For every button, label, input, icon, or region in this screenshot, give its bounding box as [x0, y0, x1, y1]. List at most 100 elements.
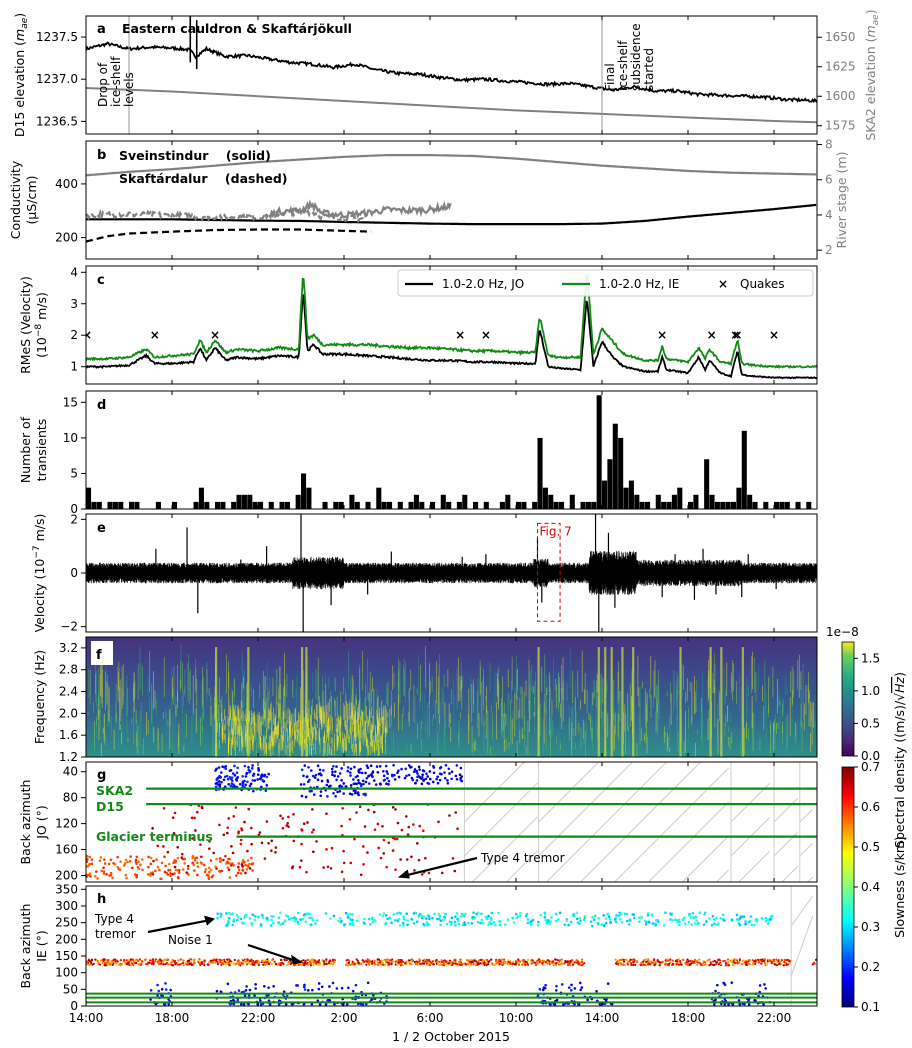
scatter-point-h — [223, 962, 226, 965]
scatter-point-g — [415, 779, 419, 782]
scatter-point-g — [227, 868, 231, 871]
scatter-point-g — [169, 874, 172, 878]
scatter-point-g — [230, 779, 234, 783]
bar-31 — [354, 501, 360, 509]
scatter-point-g — [176, 845, 179, 849]
scatter-point-g — [223, 785, 227, 789]
scatter-point-h — [425, 917, 428, 920]
scatter-point-h — [775, 958, 778, 961]
scatter-point-g — [450, 770, 454, 774]
scatter-point-h — [248, 917, 251, 920]
scatter-point-g — [231, 772, 235, 775]
scatter-point-h — [394, 960, 397, 963]
scatter-point-h — [693, 921, 697, 925]
scatter-point-h — [259, 923, 263, 926]
scatter-point-g — [248, 770, 251, 774]
scatter-point-h — [455, 912, 459, 915]
series-ska2-elevation — [86, 87, 817, 124]
scatter-point-h — [568, 963, 572, 967]
scatter-point-h — [566, 961, 569, 964]
scatter-point-h — [470, 921, 474, 925]
scatter-point-h — [427, 915, 431, 918]
scatter-point-h — [462, 962, 465, 965]
quake-marker-1: × — [150, 328, 160, 342]
scatter-point-h — [694, 958, 697, 961]
spectrogram-band-1 — [247, 647, 250, 757]
scatter-point-g — [186, 864, 190, 868]
y-tick-label-f-2: 2.0 — [59, 706, 78, 720]
scatter-point-h — [680, 963, 683, 966]
scatter-point-h — [435, 958, 438, 962]
scatter-point-h — [328, 960, 331, 963]
scatter-point-h — [272, 985, 275, 988]
scatter-point-g — [309, 769, 313, 772]
scatter-point-h — [265, 916, 269, 920]
scatter-point-h — [108, 963, 112, 966]
scatter-point-h — [560, 983, 564, 986]
scatter-point-h — [764, 987, 767, 990]
scatter-point-g — [113, 863, 117, 866]
scatter-point-h — [479, 921, 482, 925]
scatter-point-h — [227, 963, 231, 966]
scatter-point-h — [772, 960, 776, 963]
y-axis-label-e: Velocity (10−7 m/s) — [32, 514, 47, 633]
scatter-point-g — [209, 868, 213, 872]
scatter-point-h — [244, 959, 247, 962]
scatter-point-h — [476, 911, 480, 915]
scatter-point-h — [677, 963, 680, 966]
scatter-point-h — [646, 912, 650, 915]
scatter-point-g — [349, 767, 353, 771]
scatter-point-h — [608, 918, 612, 921]
scatter-point-h — [289, 962, 292, 966]
scatter-point-h — [766, 922, 770, 926]
scatter-point-h — [149, 998, 152, 1001]
scatter-point-h — [469, 963, 472, 966]
scatter-point-h — [259, 1003, 263, 1006]
scatter-point-g — [151, 827, 154, 830]
scatter-point-h — [713, 959, 716, 963]
scatter-point-h — [145, 958, 148, 961]
scatter-point-g — [267, 772, 271, 776]
scatter-point-h — [346, 963, 349, 966]
scatter-point-h — [213, 961, 217, 964]
scatter-point-g — [453, 869, 457, 873]
scatter-point-h — [723, 982, 726, 985]
scatter-point-h — [453, 959, 456, 962]
scatter-point-g — [417, 765, 421, 769]
scatter-point-h — [253, 963, 256, 966]
scatter-point-h — [96, 959, 100, 963]
y-tick-label-right-b-0: 2 — [825, 243, 833, 257]
bar-5 — [118, 501, 124, 509]
scatter-point-g — [251, 764, 254, 767]
scatter-point-h — [630, 962, 633, 965]
scatter-point-g — [375, 765, 379, 768]
scatter-point-h — [503, 961, 507, 965]
scatter-point-h — [589, 920, 593, 924]
scatter-point-g — [135, 875, 138, 879]
scatter-point-g — [265, 775, 269, 779]
scatter-point-h — [397, 959, 400, 962]
scatter-point-g — [230, 776, 234, 779]
y-tick-label-f-4: 2.8 — [59, 663, 78, 677]
scatter-point-g — [102, 870, 106, 873]
scatter-point-h — [226, 958, 229, 961]
scatter-point-h — [539, 960, 543, 963]
scatter-point-h — [763, 961, 767, 965]
scatter-point-h — [398, 924, 402, 927]
bar-11 — [198, 487, 204, 509]
scatter-point-h — [321, 959, 324, 962]
scatter-point-g — [349, 774, 352, 777]
scatter-point-h — [361, 959, 364, 962]
scatter-point-h — [648, 960, 651, 963]
scatter-point-g — [394, 808, 397, 811]
scatter-point-g — [230, 845, 233, 848]
scatter-point-g — [193, 816, 196, 820]
scatter-point-h — [125, 959, 128, 962]
panel-label-h: h — [97, 892, 106, 907]
scatter-point-g — [340, 785, 344, 788]
scatter-point-g — [410, 776, 414, 780]
scatter-point-g — [180, 852, 184, 856]
scatter-point-h — [397, 917, 401, 921]
